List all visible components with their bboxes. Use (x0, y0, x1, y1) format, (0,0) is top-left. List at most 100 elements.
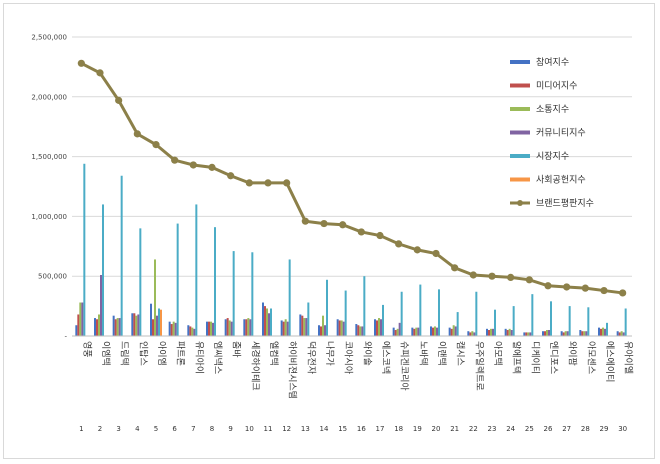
category-label: 드림텍 (119, 341, 131, 366)
line-point (208, 163, 216, 171)
bar (322, 315, 324, 336)
bar (249, 319, 252, 336)
bar (606, 322, 608, 336)
category-number: 3 (116, 425, 120, 433)
bar (226, 318, 229, 336)
line-point (339, 221, 347, 229)
category-label: 에스에이티 (604, 341, 615, 382)
bar (504, 328, 507, 336)
bar (396, 328, 399, 336)
bar (214, 227, 216, 336)
bar (467, 331, 470, 336)
bar (324, 325, 326, 336)
bar (212, 322, 214, 336)
category-label: 엠씨넥스 (212, 341, 224, 374)
bar (490, 328, 492, 336)
category-label: 유티아이 (193, 341, 204, 374)
category-label: 아모텍 (492, 341, 503, 366)
bar (568, 306, 571, 336)
bar (562, 332, 565, 336)
line-point (619, 289, 627, 297)
bar (602, 327, 604, 336)
bar (469, 332, 472, 336)
category-number: 20 (432, 425, 441, 433)
bar (187, 325, 190, 336)
category-number: 10 (245, 425, 254, 433)
bar (158, 308, 160, 336)
category-number: 6 (172, 425, 177, 433)
bar (154, 259, 156, 336)
bar (133, 313, 136, 336)
bar (357, 325, 360, 336)
bar (579, 330, 582, 336)
bar (176, 223, 179, 336)
bar (268, 313, 270, 336)
bar (83, 163, 86, 336)
bar (434, 326, 436, 336)
line-point (133, 130, 141, 138)
line-point (245, 179, 253, 187)
category-label: 엘컴텍 (268, 341, 280, 366)
legend-label: 시장지수 (536, 151, 569, 162)
category-number: 30 (618, 425, 627, 433)
bar (301, 315, 304, 336)
bar (415, 327, 418, 336)
bar (394, 330, 397, 336)
category-number: 11 (264, 425, 273, 433)
bar (355, 324, 358, 336)
bar (193, 328, 196, 336)
line-point (264, 179, 272, 187)
bar (191, 327, 194, 336)
category-number: 5 (154, 425, 158, 433)
bar (174, 322, 177, 336)
bar (525, 332, 528, 336)
bar (419, 284, 422, 336)
bar (450, 328, 453, 336)
bar (230, 321, 233, 336)
category-label: 노바텍 (417, 341, 428, 366)
bar (286, 321, 289, 336)
bar (566, 331, 569, 336)
y-tick-label: 1,500,000 (31, 153, 67, 161)
bar (550, 301, 552, 336)
legend-label: 브랜드평판지수 (536, 198, 594, 209)
bar (436, 327, 438, 336)
bar (336, 319, 339, 336)
line-point (96, 69, 104, 77)
bar (288, 259, 291, 336)
bar (432, 327, 434, 336)
bar (338, 320, 341, 336)
bar (152, 319, 154, 336)
line-point (600, 286, 608, 295)
bar (583, 331, 586, 336)
bar (150, 303, 152, 336)
category-label: 이엠텍 (100, 341, 112, 366)
category-number: 1 (79, 425, 83, 433)
bar (581, 331, 584, 336)
category-label: 하이비젼시스템 (287, 341, 299, 399)
bar (270, 308, 272, 336)
bar (438, 289, 440, 336)
category-label: 에스코넥 (380, 341, 391, 374)
line-point (432, 249, 440, 258)
bar (224, 319, 227, 336)
bar (508, 328, 511, 336)
bar (382, 304, 384, 336)
category-label: 우주일렉트로 (473, 341, 484, 391)
y-tick-label: 2,000,000 (31, 93, 67, 101)
bar (624, 308, 627, 336)
category-number: 27 (562, 425, 571, 433)
line-point (581, 284, 589, 292)
bar (454, 326, 457, 336)
bar (100, 275, 102, 336)
legend-label: 미디어지수 (536, 81, 577, 92)
line-point (227, 172, 235, 180)
category-number: 17 (376, 425, 385, 433)
bar (112, 315, 115, 336)
bar (344, 290, 347, 336)
category-number: 8 (210, 425, 214, 433)
bar (168, 321, 171, 336)
bar (102, 204, 104, 336)
category-number: 18 (394, 425, 403, 433)
bar (264, 306, 266, 336)
